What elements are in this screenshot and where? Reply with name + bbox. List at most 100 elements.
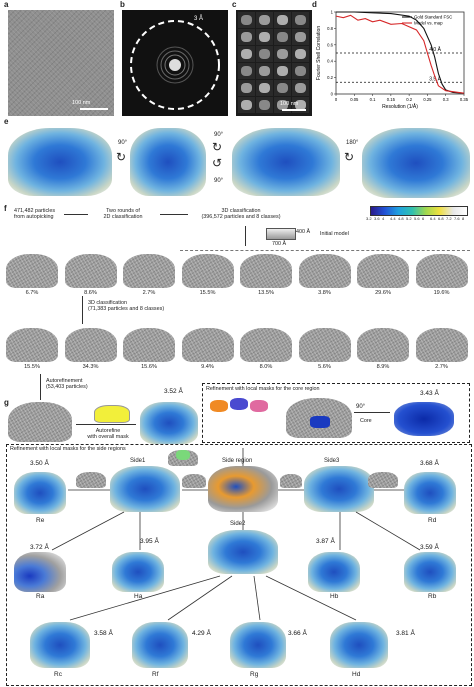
class-percentage: 15.5% xyxy=(24,364,40,370)
map-view-3 xyxy=(232,128,340,196)
class-percentage: 9.4% xyxy=(201,364,214,370)
class-blob xyxy=(295,32,306,42)
Ra-label: Ra xyxy=(36,593,45,600)
class-blob xyxy=(259,49,270,59)
class-percentage: 34.3% xyxy=(82,364,99,370)
Rb-map xyxy=(404,552,456,592)
scale-label: 100 nm xyxy=(72,100,91,106)
arrow xyxy=(82,296,83,324)
y-axis-label: Fourier Shell Correlation xyxy=(316,26,322,80)
Hb-map xyxy=(308,552,360,592)
rotation-label: 90° xyxy=(356,404,366,410)
y-tick-label: 0.6 xyxy=(327,42,333,47)
core-region-box xyxy=(202,383,470,443)
class-tile xyxy=(292,12,309,28)
class-percentage: 2.7% xyxy=(142,290,156,296)
x-tick-label: 0.15 xyxy=(387,97,396,102)
particles-text: 471,482 particles from autopicking xyxy=(14,208,56,220)
box-label: 700 Å xyxy=(272,241,287,247)
class-blob xyxy=(295,83,306,93)
colorbar-tick-label: 7.2 xyxy=(446,216,452,221)
Rf-label: Rf xyxy=(152,671,159,678)
side3-map xyxy=(304,466,374,512)
class-blob xyxy=(259,15,270,25)
Ha-resolution: 3.95 Å xyxy=(140,538,159,545)
class-tile xyxy=(256,29,273,45)
colorbar-tick-label: 3.2 xyxy=(366,216,372,221)
class-blob xyxy=(241,100,252,110)
threshold-label: 4.0 Å xyxy=(429,46,441,53)
class-tile xyxy=(256,80,273,96)
class-tile xyxy=(292,46,309,62)
panel-label-e: e xyxy=(4,117,9,126)
class-blob xyxy=(277,49,288,59)
flow-arrows xyxy=(51,448,421,621)
legend-entry: Gold Standard FSC xyxy=(414,15,452,20)
class-percentage: 8.6% xyxy=(84,290,97,296)
class-tile xyxy=(274,80,291,96)
side2-label: Side2 xyxy=(230,521,246,527)
Rc-resolution: 3.58 Å xyxy=(94,630,113,637)
thon-ring xyxy=(160,50,190,80)
side1-map xyxy=(110,466,180,512)
map-view-4 xyxy=(362,128,470,198)
overall-mask-icon xyxy=(94,405,130,423)
resolution-label: 3.43 Å xyxy=(420,390,439,397)
Rg-resolution: 3.66 Å xyxy=(288,630,307,637)
class-map xyxy=(415,328,468,362)
box-label: 400 Å xyxy=(296,229,311,235)
class-percentage: 15.6% xyxy=(141,364,157,370)
x-tick-label: 0.3 xyxy=(443,97,449,102)
thon-ring xyxy=(164,54,186,76)
side-region-label: Side region xyxy=(222,458,253,464)
x-tick-label: 0.05 xyxy=(350,97,359,102)
class-tile xyxy=(292,29,309,45)
Rd-label: Rd xyxy=(428,517,437,524)
colorbar-tick-label: 5.6 xyxy=(414,216,420,221)
Ra-resolution: 3.72 Å xyxy=(30,544,49,551)
power-spectrum-svg xyxy=(130,20,220,110)
local-resolution-colorbar xyxy=(370,206,468,216)
class-blob xyxy=(295,49,306,59)
arrow xyxy=(76,424,136,425)
class-map xyxy=(415,254,468,288)
class-tile xyxy=(274,12,291,28)
overall-map xyxy=(140,402,198,444)
core-highlight xyxy=(310,416,330,428)
Hd-map xyxy=(330,622,388,668)
class-tile xyxy=(256,12,273,28)
class-tile xyxy=(238,97,255,113)
scale-bar xyxy=(282,109,306,111)
colorbar-ticks: 3.2 3.6 4 4.4 4.8 5.2 5.6 6 6.4 6.8 7.2 7.6 8 xyxy=(366,216,466,223)
colorbar-tick-label: 6 xyxy=(422,216,425,221)
panel-label-c: c xyxy=(232,0,237,9)
rotation-label: 90° xyxy=(214,178,224,184)
Rd-map xyxy=(404,472,456,514)
side3-label: Side3 xyxy=(324,458,340,464)
class-map xyxy=(240,328,292,362)
class-blob xyxy=(241,15,252,25)
Hb-resolution: 3.87 Å xyxy=(316,538,335,545)
class-blob xyxy=(259,83,270,93)
side-region-box xyxy=(6,444,472,686)
panel-label-g: g xyxy=(4,398,9,407)
classification-2d-text: Two rounds of 2D classification xyxy=(103,208,143,220)
class-percentage: 5.6% xyxy=(318,364,331,370)
power-spectrum-image: 3 Å xyxy=(122,10,228,116)
center-spot xyxy=(169,59,181,71)
resolution-label: 3.52 Å xyxy=(164,388,183,395)
x-axis-label: Resolution (1/Å) xyxy=(382,103,418,110)
Rc-label: Rc xyxy=(54,671,62,678)
class-map xyxy=(357,328,409,362)
class-tile xyxy=(274,29,291,45)
x-tick-label: 0.35 xyxy=(460,97,469,102)
y-tick-label: 0.4 xyxy=(327,59,333,64)
autorefine-label: Autorefine with overall mask xyxy=(87,428,129,440)
Ra-map xyxy=(14,552,66,592)
Rf-resolution: 4.29 Å xyxy=(192,630,211,637)
colorbar-tick-label: 7.6 xyxy=(454,216,460,221)
mask-icon xyxy=(280,474,302,488)
colorbar-tick-label: 4.8 xyxy=(398,216,404,221)
mask-icon xyxy=(182,474,206,488)
class-tile xyxy=(238,80,255,96)
